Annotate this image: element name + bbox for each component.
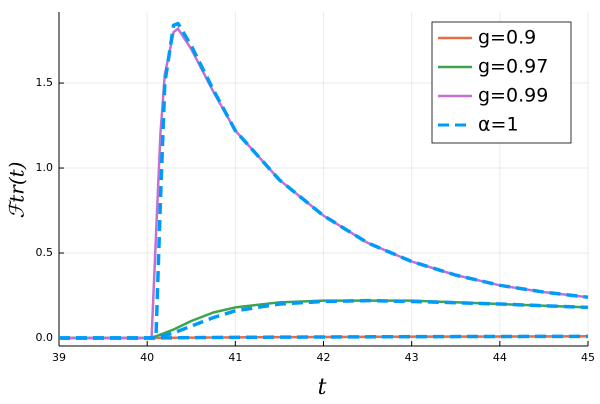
x-tick-label: 42 bbox=[317, 351, 331, 364]
x-axis-label: t bbox=[318, 375, 327, 400]
x-tick-label: 39 bbox=[52, 351, 66, 364]
x-tick-label: 43 bbox=[405, 351, 419, 364]
legend-label: g=0.97 bbox=[478, 56, 548, 78]
x-tick-label: 44 bbox=[493, 351, 507, 364]
series-line bbox=[59, 21, 589, 340]
y-tick-label: 0.0 bbox=[36, 331, 54, 344]
legend-label: α=1 bbox=[478, 114, 519, 136]
series-line bbox=[59, 298, 589, 340]
x-tick-label: 40 bbox=[140, 351, 154, 364]
y-tick-label: 1.5 bbox=[36, 76, 54, 89]
y-tick-label: 0.5 bbox=[36, 246, 54, 259]
y-tick-label: 1.0 bbox=[36, 161, 54, 174]
y-axis-label: ℱtr(t) bbox=[5, 162, 29, 219]
x-tick-label: 45 bbox=[581, 351, 595, 364]
x-tick-label: 41 bbox=[228, 351, 242, 364]
legend-label: g=0.9 bbox=[478, 27, 536, 49]
legend-box bbox=[431, 21, 572, 144]
legend-label: g=0.99 bbox=[478, 85, 548, 107]
series-line bbox=[59, 334, 589, 340]
